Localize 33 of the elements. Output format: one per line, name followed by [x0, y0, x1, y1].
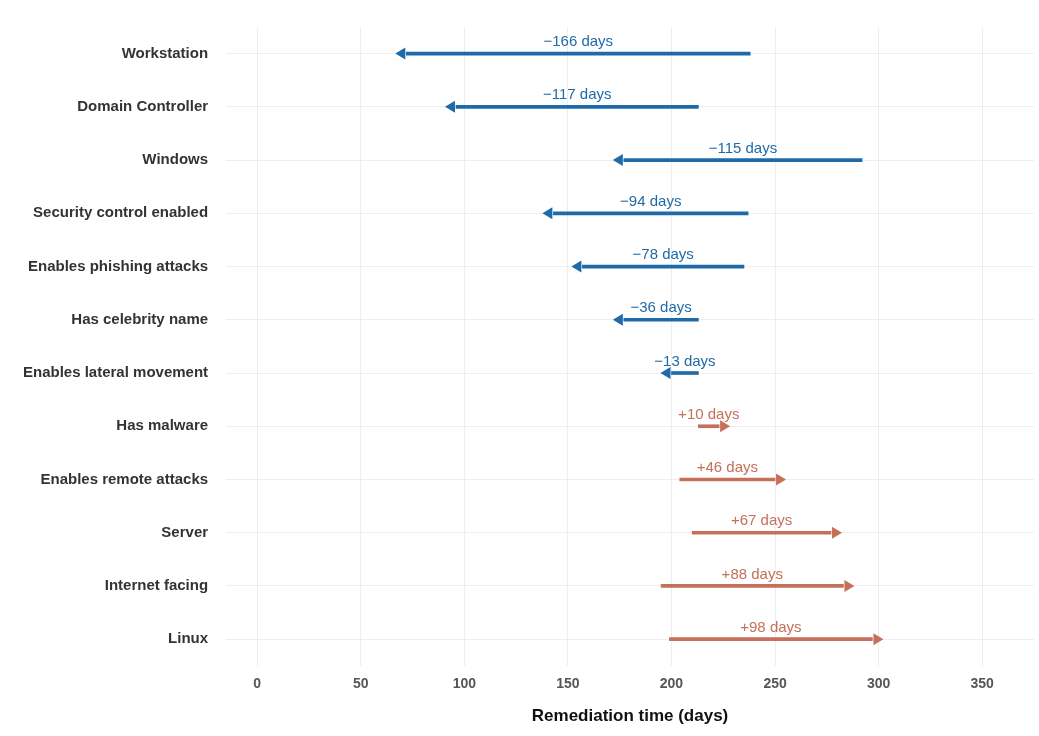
data-label: −115 days — [708, 138, 778, 156]
x-tick-label: 100 — [452, 675, 477, 692]
y-tick-label: Windows — [142, 150, 209, 168]
data-label: +46 days — [696, 458, 759, 476]
y-tick-label: Domain Controller — [77, 96, 209, 114]
y-tick-label: Has malware — [116, 416, 209, 434]
x-tick-label: 150 — [556, 675, 580, 692]
data-label: −78 days — [632, 245, 694, 263]
y-tick-label: Security control enabled — [33, 203, 209, 221]
data-label: −117 days — [542, 85, 612, 103]
y-tick-label: Internet facing — [104, 576, 209, 594]
x-tick-label: 350 — [970, 675, 995, 692]
y-tick-label: Enables phishing attacks — [28, 256, 209, 274]
data-label: −13 days — [654, 351, 716, 369]
x-tick-label: 50 — [352, 675, 369, 692]
x-tick-label: 200 — [659, 675, 684, 692]
y-tick-label: Server — [161, 522, 209, 540]
y-tick-label: Linux — [168, 629, 209, 647]
x-axis-title: Remediation time (days) — [531, 706, 729, 726]
x-tick-label: 250 — [763, 675, 787, 692]
x-tick-label: 0 — [253, 675, 262, 692]
data-label: +88 days — [721, 564, 783, 582]
y-tick-label: Enables remote attacks — [40, 469, 209, 487]
data-label: −94 days — [620, 191, 682, 209]
x-tick-label: 300 — [866, 675, 891, 692]
data-label: −166 days — [543, 32, 614, 50]
y-tick-label: Has celebrity name — [71, 309, 209, 327]
y-tick-label: Enables lateral movement — [23, 363, 209, 381]
y-tick-label: Workstation — [121, 43, 209, 61]
data-label: +67 days — [730, 511, 793, 529]
data-label: +10 days — [678, 404, 740, 422]
data-label: −36 days — [630, 298, 692, 316]
data-label: +98 days — [740, 617, 802, 635]
